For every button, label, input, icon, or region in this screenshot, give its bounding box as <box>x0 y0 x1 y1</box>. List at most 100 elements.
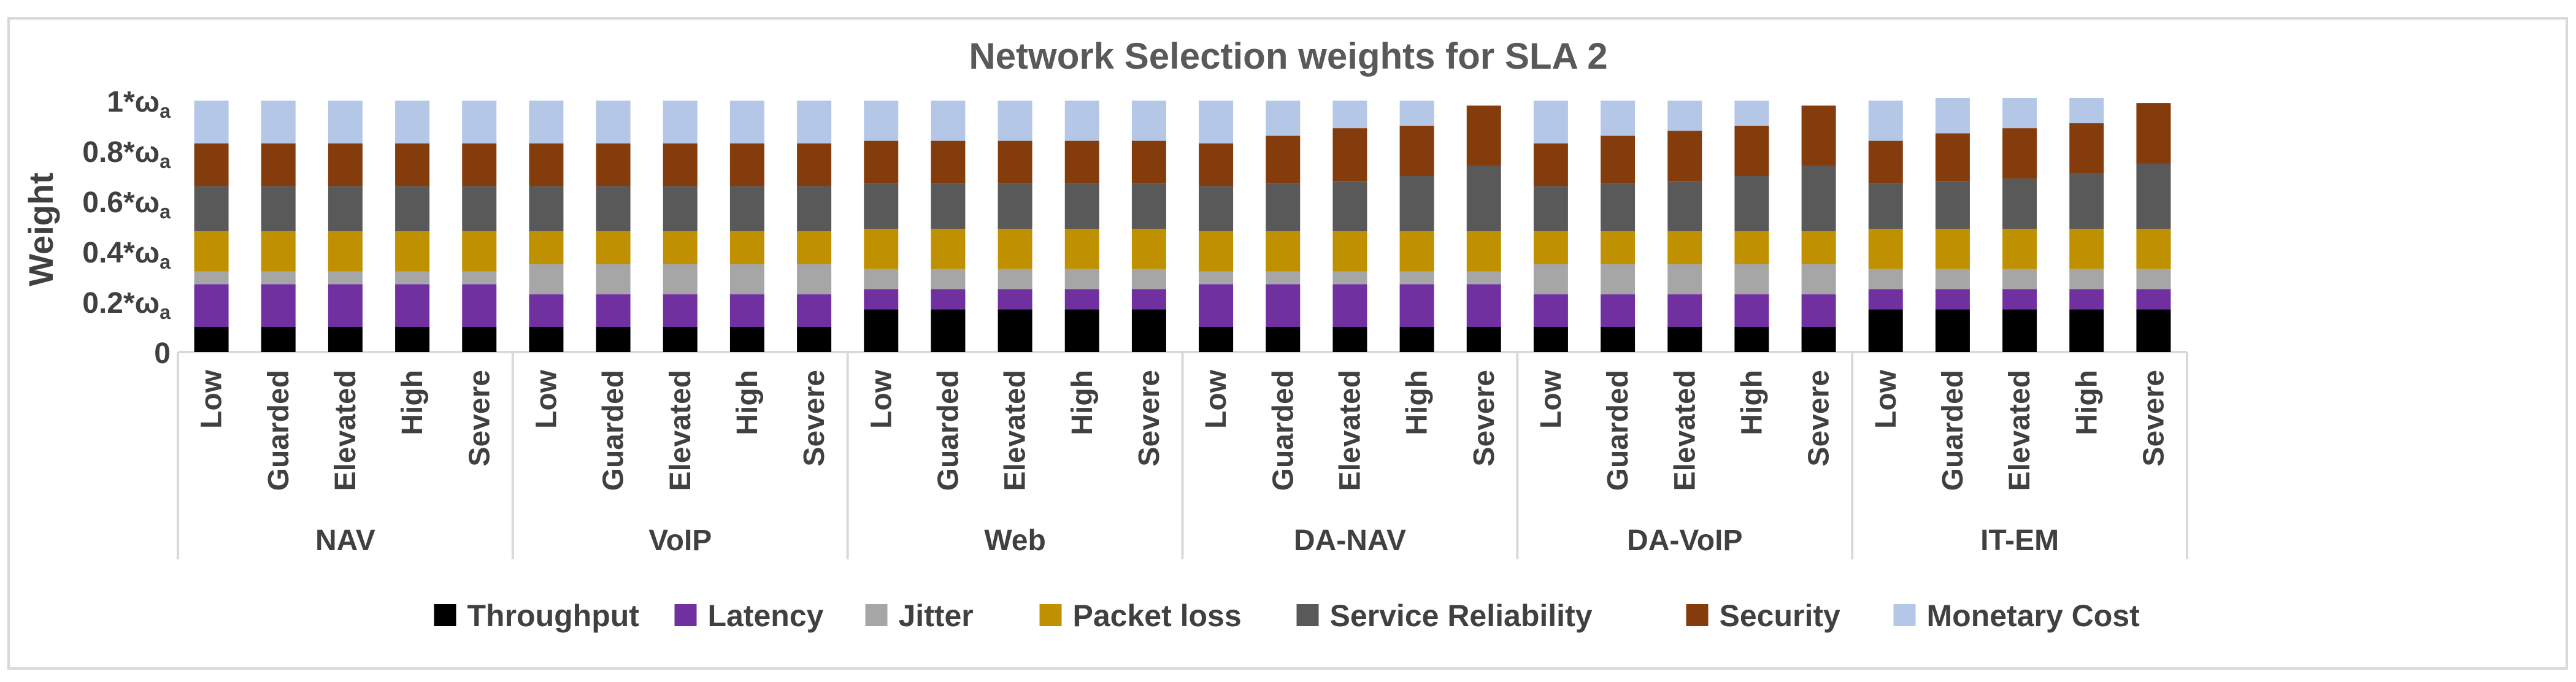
group-label: DA-VoIP <box>1627 524 1742 557</box>
bar-segment-service-reliability <box>797 186 832 232</box>
bar-segment-latency <box>529 294 564 327</box>
legend-swatch <box>1296 604 1319 626</box>
legend-label: Security <box>1720 599 1841 633</box>
bar-segment-throughput <box>1266 327 1301 352</box>
y-tick-subscript: a <box>160 150 171 172</box>
bar-segment-security <box>1734 126 1769 176</box>
legend-item: Service Reliability <box>1296 599 1593 633</box>
bar-segment-latency <box>1667 294 1702 327</box>
bar-segment-service-reliability <box>931 183 966 229</box>
bar-segment-jitter <box>1266 271 1301 285</box>
level-label: Severe <box>463 370 496 466</box>
level-label: Elevated <box>999 370 1032 491</box>
bar-segment-packet-loss <box>1064 229 1099 269</box>
bar-segment-latency <box>1935 289 1970 310</box>
bar-segment-monetary-cost <box>1266 101 1301 136</box>
bar-segment-latency <box>1466 284 1501 327</box>
level-label: High <box>2070 370 2103 435</box>
bar-segment-packet-loss <box>395 231 430 272</box>
level-label: Low <box>196 369 228 429</box>
bar-segment-monetary-cost <box>1935 98 1970 134</box>
bar-segment-security <box>462 143 497 186</box>
level-label: Low <box>1200 369 1232 429</box>
bar-segment-monetary-cost <box>931 101 966 141</box>
bar-segment-jitter <box>328 271 363 285</box>
bar-segment-security <box>1131 140 1166 184</box>
bar-segment-throughput <box>1466 327 1501 352</box>
bar-segment-monetary-cost <box>1399 101 1434 126</box>
y-tick-label: 0.2*ωa <box>82 287 171 323</box>
bar-segment-latency <box>328 284 363 327</box>
bar-segment-jitter <box>1064 269 1099 289</box>
bar-segment-jitter <box>194 271 229 285</box>
bar-segment-service-reliability <box>2136 163 2171 229</box>
legend-item: Packet loss <box>1039 599 1242 633</box>
bar-segment-monetary-cost <box>1064 101 1099 141</box>
bar-segment-service-reliability <box>998 183 1032 229</box>
bar-segment-throughput <box>261 327 296 352</box>
bar-segment-security <box>663 143 698 186</box>
bar-segment-latency <box>1064 289 1099 310</box>
level-label: Elevated <box>2004 370 2036 491</box>
bar-segment-security <box>1266 136 1301 184</box>
group-label: Web <box>984 524 1045 557</box>
axes: 0 0.2*ωa 0.4*ωa 0.6*ωa 0.8*ωa 1*ωa Weight NAV Vo… <box>21 86 2188 559</box>
bar-segment-security <box>729 143 764 186</box>
bar-segment-monetary-cost <box>1601 101 1636 136</box>
bar-segment-monetary-cost <box>1533 101 1568 144</box>
level-label: Elevated <box>1669 370 1701 491</box>
bar-segment-jitter <box>1131 269 1166 289</box>
bar-segment-throughput <box>194 327 229 352</box>
bar-segment-throughput <box>1399 327 1434 352</box>
bar-segment-latency <box>663 294 698 327</box>
bar-segment-jitter <box>1935 269 1970 289</box>
bar-segment-packet-loss <box>729 231 764 264</box>
bar-segment-jitter <box>797 264 832 294</box>
bar-segment-security <box>1064 140 1099 184</box>
bar-segment-latency <box>1601 294 1636 327</box>
bar-segment-jitter <box>596 264 631 294</box>
bar-segment-jitter <box>1533 264 1568 294</box>
level-label: Guarded <box>598 370 630 491</box>
legend-swatch <box>1686 604 1709 626</box>
bar-segment-monetary-cost <box>529 101 564 144</box>
bar-segment-packet-loss <box>1935 229 1970 269</box>
bar-segment-security <box>998 140 1032 184</box>
bar-segment-packet-loss <box>1199 231 1234 272</box>
bar-segment-service-reliability <box>1801 166 1836 232</box>
legend-item: Latency <box>674 599 824 633</box>
bar-segment-throughput <box>395 327 430 352</box>
bar-segment-monetary-cost <box>395 101 430 144</box>
bar-segment-security <box>1533 143 1568 186</box>
level-label: Guarded <box>932 370 964 491</box>
bar-segment-service-reliability <box>1667 181 1702 232</box>
legend-swatch <box>674 604 697 626</box>
bar-segment-packet-loss <box>864 229 899 269</box>
level-label: High <box>1401 370 1434 435</box>
bar-segment-service-reliability <box>1935 181 1970 229</box>
bar-segment-latency <box>931 289 966 310</box>
bar-segment-service-reliability <box>1266 183 1301 232</box>
bar-segment-throughput <box>1601 327 1636 352</box>
bar-segment-latency <box>2069 289 2104 310</box>
bar-segment-throughput <box>1935 309 1970 352</box>
bar-segment-monetary-cost <box>1131 101 1166 141</box>
bar-segment-jitter <box>2002 269 2037 289</box>
chart-title: Network Selection weights for SLA 2 <box>969 36 1607 77</box>
legend-label: Monetary Cost <box>1927 599 2140 633</box>
y-tick-label: 0.6*ωa <box>82 186 171 223</box>
legend-swatch <box>865 604 888 626</box>
bar-segment-jitter <box>1801 264 1836 294</box>
bar-segment-latency <box>1266 284 1301 327</box>
bar-segment-service-reliability <box>663 186 698 232</box>
bar-segment-throughput <box>729 327 764 352</box>
level-label: Elevated <box>329 370 362 491</box>
bar-segment-jitter <box>729 264 764 294</box>
bar-segment-throughput <box>2136 309 2171 352</box>
bar-segment-throughput <box>2002 309 2037 352</box>
level-label: Severe <box>2137 370 2170 466</box>
bar-segment-security <box>1199 143 1234 186</box>
bar-segment-packet-loss <box>1667 231 1702 264</box>
y-tick-label: 1*ωa <box>107 86 171 122</box>
